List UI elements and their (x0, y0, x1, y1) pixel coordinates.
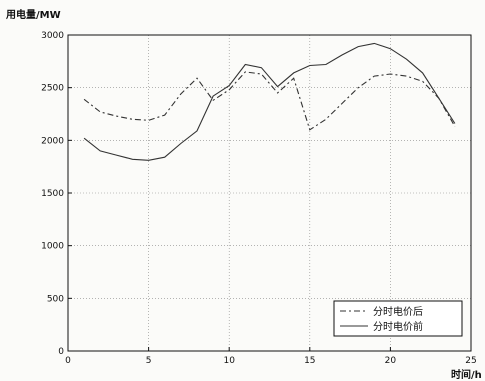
y-tick-label: 3000 (41, 31, 64, 41)
y-axis-label: 用电量/MW (5, 8, 61, 21)
x-tick-label: 0 (65, 356, 71, 366)
legend-label-after: 分时电价后 (373, 305, 423, 318)
y-tick-label: 500 (47, 294, 64, 304)
series-layer (83, 42, 456, 161)
grid (68, 35, 471, 351)
series-line-0 (83, 71, 456, 131)
x-tick-label: 20 (385, 356, 397, 366)
x-axis-label: 时间/h (451, 368, 482, 381)
y-tick-label: 0 (58, 347, 64, 357)
x-tick-label: 15 (304, 356, 315, 366)
y-tick-label: 2000 (41, 136, 64, 146)
y-tick-label: 1500 (41, 189, 64, 199)
legend: 分时电价后 分时电价前 (333, 300, 463, 337)
legend-label-before: 分时电价前 (373, 320, 423, 333)
y-tick-label: 2500 (41, 84, 64, 94)
x-tick-label: 5 (146, 356, 152, 366)
legend-box (333, 300, 463, 337)
series-line-1 (83, 42, 456, 161)
axis-ticks: 0 500 1000 1500 2000 2500 3000 0 5 10 15 20 25 (41, 31, 477, 366)
y-tick-label: 1000 (41, 242, 64, 252)
x-tick-label: 10 (223, 356, 235, 366)
x-tick-label: 25 (465, 356, 476, 366)
